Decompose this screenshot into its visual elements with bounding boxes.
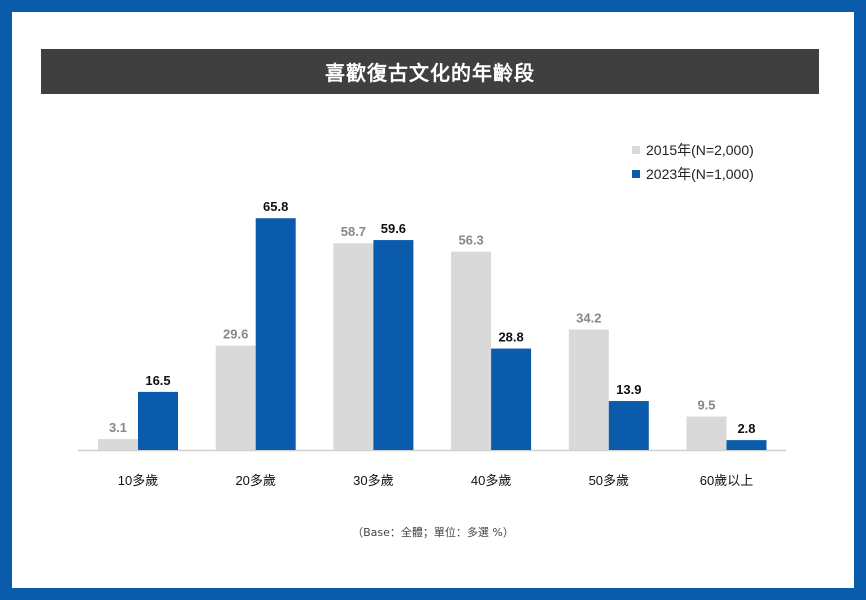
chart-title: 喜歡復古文化的年齡段 (41, 49, 819, 94)
bar-2015-4 (568, 329, 609, 450)
bar-2023-2 (373, 240, 414, 450)
base-note: （Base：全體；單位：多選 %） (352, 526, 514, 539)
bar-2015-5 (686, 416, 727, 450)
data-label-2023-4: 13.9 (616, 382, 641, 397)
data-label-2023-5: 2.8 (737, 421, 755, 436)
legend-item-2015: 2015年(N=2,000) (632, 138, 754, 162)
x-tick-label-0: 10多歲 (118, 473, 158, 488)
legend-label-2023: 2023年(N=1,000) (646, 166, 754, 182)
legend-swatch-2023 (632, 170, 640, 178)
x-tick-label-2: 30多歲 (353, 473, 393, 488)
data-label-2015-2: 58.7 (341, 224, 366, 239)
legend: 2015年(N=2,000) 2023年(N=1,000) (632, 138, 754, 186)
legend-item-2023: 2023年(N=1,000) (632, 162, 754, 186)
legend-label-2015: 2015年(N=2,000) (646, 142, 754, 158)
bar-2015-1 (215, 345, 256, 450)
legend-swatch-2015 (632, 146, 640, 154)
data-label-2023-0: 16.5 (145, 373, 170, 388)
data-label-2015-4: 34.2 (576, 311, 601, 326)
x-tick-label-1: 20多歲 (235, 473, 275, 488)
x-tick-label-5: 60歲以上 (700, 473, 753, 488)
data-label-2023-2: 59.6 (381, 221, 406, 236)
bar-2023-1 (255, 218, 296, 450)
bar-2023-3 (491, 348, 532, 450)
bar-2023-5 (726, 440, 767, 450)
bar-2015-0 (98, 439, 138, 450)
x-tick-label-4: 50多歲 (589, 473, 629, 488)
data-label-2015-5: 9.5 (697, 398, 715, 413)
data-label-2015-1: 29.6 (223, 327, 248, 342)
x-tick-label-3: 40多歲 (471, 473, 511, 488)
data-label-2023-1: 65.8 (263, 199, 288, 214)
data-label-2015-3: 56.3 (458, 233, 483, 248)
bar-2023-0 (138, 391, 178, 450)
bar-2023-4 (608, 401, 649, 450)
data-label-2023-3: 28.8 (498, 330, 523, 345)
bar-2015-3 (451, 251, 492, 450)
bar-2015-2 (333, 243, 374, 450)
data-label-2015-0: 3.1 (109, 420, 127, 435)
